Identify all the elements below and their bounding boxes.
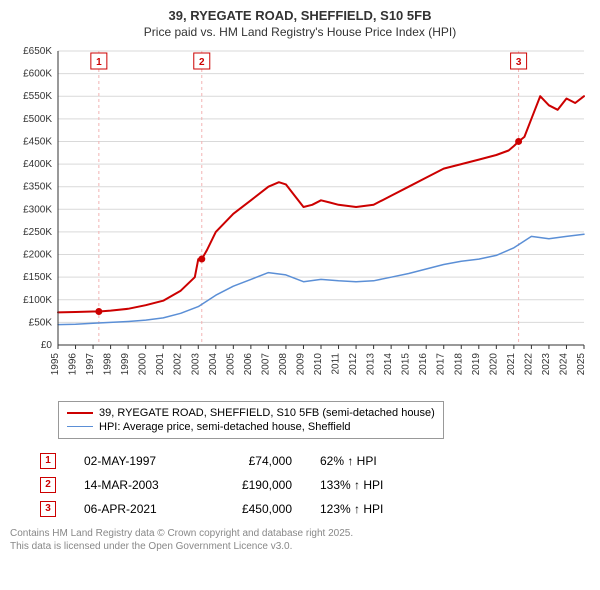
transaction-table: 1 02-MAY-1997 £74,000 62% ↑ HPI 2 14-MAR-2003…: [40, 449, 590, 521]
svg-text:1997: 1997: [85, 352, 96, 375]
svg-text:£250K: £250K: [23, 227, 52, 238]
footer-line2: This data is licensed under the Open Gov…: [10, 540, 590, 553]
chart-title: 39, RYEGATE ROAD, SHEFFIELD, S10 5FB: [10, 8, 590, 25]
svg-text:2012: 2012: [348, 352, 359, 375]
svg-text:£350K: £350K: [23, 182, 52, 193]
svg-text:£650K: £650K: [23, 46, 52, 57]
svg-text:£0: £0: [41, 340, 53, 351]
svg-text:2014: 2014: [383, 352, 394, 375]
svg-text:2007: 2007: [260, 352, 271, 375]
attribution-footer: Contains HM Land Registry data © Crown c…: [10, 527, 590, 553]
line-chart-svg: £0 £50K £100K £150K £200K £250K £300K £350K £400…: [10, 45, 590, 395]
svg-text:2005: 2005: [225, 352, 236, 375]
svg-text:£400K: £400K: [23, 159, 52, 170]
svg-text:2016: 2016: [418, 352, 429, 375]
svg-text:2010: 2010: [313, 352, 324, 375]
chart-container: 39, RYEGATE ROAD, SHEFFIELD, S10 5FB Pri…: [0, 0, 600, 590]
chart-subtitle: Price paid vs. HM Land Registry's House …: [10, 25, 590, 39]
transaction-price: £190,000: [212, 478, 292, 492]
svg-text:1998: 1998: [103, 352, 114, 375]
svg-text:2022: 2022: [523, 352, 534, 375]
svg-text:1: 1: [96, 57, 102, 68]
legend-swatch: [67, 412, 93, 414]
svg-text:1995: 1995: [50, 352, 61, 375]
svg-text:£300K: £300K: [23, 204, 52, 215]
transaction-hpi-pct: 133% ↑ HPI: [320, 478, 410, 492]
svg-text:2006: 2006: [243, 352, 254, 375]
chart-plot: £0 £50K £100K £150K £200K £250K £300K £350K £400…: [10, 45, 590, 395]
svg-text:£550K: £550K: [23, 91, 52, 102]
svg-text:2004: 2004: [208, 352, 219, 375]
svg-text:2017: 2017: [436, 352, 447, 375]
svg-text:2025: 2025: [576, 352, 587, 375]
transaction-price: £74,000: [212, 454, 292, 468]
svg-text:2002: 2002: [173, 352, 184, 375]
svg-text:2019: 2019: [471, 352, 482, 375]
svg-text:2024: 2024: [558, 352, 569, 375]
transaction-hpi-pct: 123% ↑ HPI: [320, 502, 410, 516]
svg-text:2001: 2001: [155, 352, 166, 375]
transaction-hpi-pct: 62% ↑ HPI: [320, 454, 410, 468]
svg-text:2018: 2018: [453, 352, 464, 375]
svg-text:2013: 2013: [366, 352, 377, 375]
legend-label: 39, RYEGATE ROAD, SHEFFIELD, S10 5FB (se…: [99, 407, 435, 419]
transaction-marker: 2: [40, 477, 56, 493]
transaction-row: 3 06-APR-2021 £450,000 123% ↑ HPI: [40, 497, 590, 521]
svg-text:£600K: £600K: [23, 69, 52, 80]
svg-text:2009: 2009: [295, 352, 306, 375]
legend: 39, RYEGATE ROAD, SHEFFIELD, S10 5FB (se…: [58, 401, 444, 439]
svg-text:£450K: £450K: [23, 136, 52, 147]
legend-swatch: [67, 426, 93, 427]
transaction-date: 14-MAR-2003: [84, 478, 184, 492]
transaction-date: 06-APR-2021: [84, 502, 184, 516]
svg-text:1999: 1999: [120, 352, 131, 375]
svg-text:2020: 2020: [488, 352, 499, 375]
svg-text:£150K: £150K: [23, 272, 52, 283]
svg-text:2003: 2003: [190, 352, 201, 375]
svg-text:2: 2: [199, 57, 205, 68]
legend-item: HPI: Average price, semi-detached house,…: [67, 420, 435, 434]
svg-text:2015: 2015: [401, 352, 412, 375]
legend-label: HPI: Average price, semi-detached house,…: [99, 421, 351, 433]
svg-text:£500K: £500K: [23, 114, 52, 125]
transaction-marker: 1: [40, 453, 56, 469]
transaction-row: 1 02-MAY-1997 £74,000 62% ↑ HPI: [40, 449, 590, 473]
svg-text:2021: 2021: [506, 352, 517, 375]
svg-text:3: 3: [516, 57, 522, 68]
svg-text:£100K: £100K: [23, 295, 52, 306]
svg-text:2000: 2000: [138, 352, 149, 375]
transaction-date: 02-MAY-1997: [84, 454, 184, 468]
svg-text:2023: 2023: [541, 352, 552, 375]
svg-text:£200K: £200K: [23, 249, 52, 260]
svg-text:£50K: £50K: [29, 317, 53, 328]
transaction-row: 2 14-MAR-2003 £190,000 133% ↑ HPI: [40, 473, 590, 497]
transaction-marker: 3: [40, 501, 56, 517]
svg-text:2011: 2011: [331, 352, 342, 374]
legend-item: 39, RYEGATE ROAD, SHEFFIELD, S10 5FB (se…: [67, 406, 435, 420]
svg-text:1996: 1996: [68, 352, 79, 375]
transaction-price: £450,000: [212, 502, 292, 516]
svg-text:2008: 2008: [278, 352, 289, 375]
footer-line1: Contains HM Land Registry data © Crown c…: [10, 527, 590, 540]
